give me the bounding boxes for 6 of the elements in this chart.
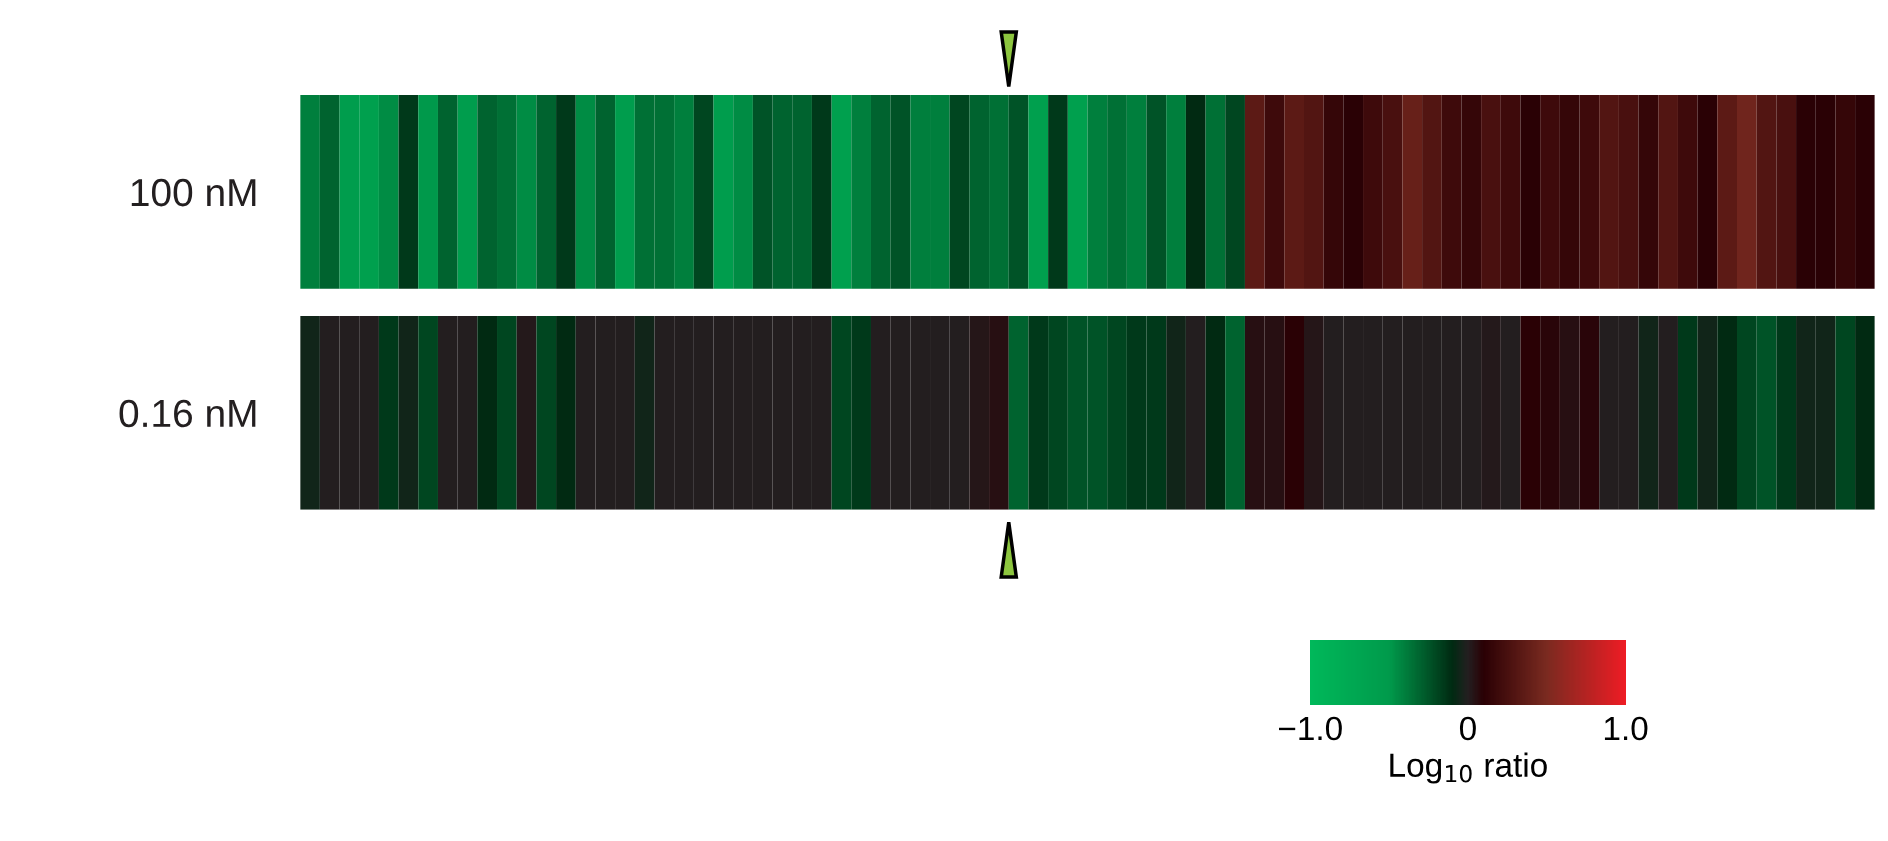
color-bar-title: Log$_{10}$ ratio <box>1390 752 1547 784</box>
color-bar-label: −1.0 <box>1279 716 1342 741</box>
y-tick-label: 100 nM <box>131 178 256 207</box>
color-bar-label: 0 <box>1459 716 1476 741</box>
y-tick-label: 0.16 nM <box>119 399 256 428</box>
color-bar-label: 1.0 <box>1604 716 1648 741</box>
